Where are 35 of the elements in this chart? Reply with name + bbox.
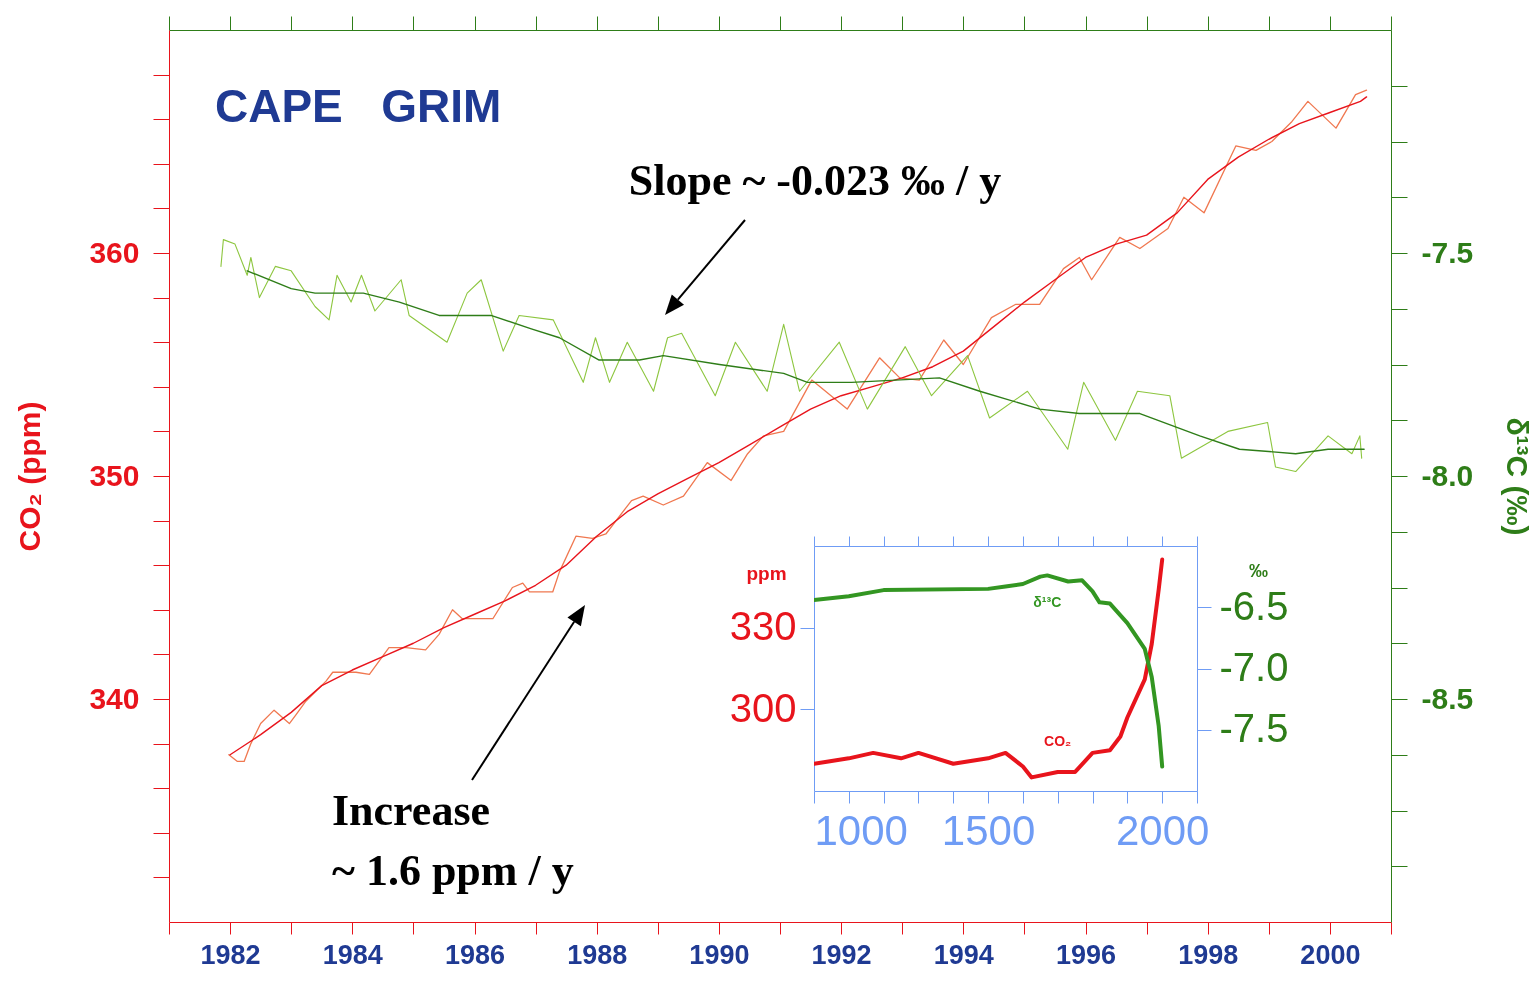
x-tick-label: 1996 (1055, 939, 1117, 970)
y-tick-label: 340 (89, 681, 140, 715)
y2-tick-label: -8.0 (1421, 458, 1474, 492)
y-tick-label: 350 (89, 458, 140, 492)
x-tick-label: 1998 (1178, 939, 1239, 970)
x-tick-label: 2000 (1300, 939, 1361, 970)
y2-axis-title: δ¹³C (‰) (1500, 417, 1534, 536)
y-axis-title: CO₂ (ppm) (12, 401, 46, 552)
y2-tick-label: -8.5 (1421, 681, 1474, 715)
x-tick-label: 1982 (200, 939, 261, 970)
y2-tick-label: -7.5 (1421, 235, 1474, 269)
x-tick-label: 1000 (814, 806, 908, 854)
y2-axis-title: ‰ (1249, 559, 1268, 581)
line-series (246, 270, 1365, 455)
text: CAPE GRIM (215, 80, 502, 132)
x-tick-label: 1984 (322, 939, 383, 970)
y2-tick-label: -6.5 (1219, 583, 1289, 628)
x-tick-label: 1988 (567, 939, 628, 970)
series-label: CO₂ (1044, 732, 1072, 749)
y-axis-title: ppm (746, 562, 787, 584)
y2-tick-label: -7.5 (1219, 706, 1289, 751)
y-tick-label: 330 (729, 604, 797, 649)
x-tick-label: 1986 (444, 939, 506, 970)
y2-tick-label: -7.0 (1219, 645, 1289, 689)
x-tick-label: 1994 (933, 939, 994, 970)
annotation: Increase ~ 1.6 ppm / y (332, 786, 574, 895)
x-tick-label: 1500 (941, 806, 1036, 854)
line-series (220, 239, 1363, 473)
y-tick-label: 360 (89, 235, 140, 269)
x-tick-label: 2000 (1115, 806, 1210, 854)
x-tick-label: 1992 (811, 939, 872, 970)
y-tick-label: 300 (729, 685, 797, 730)
x-tick-label: 1990 (689, 939, 750, 970)
series-label: δ¹³C (1033, 594, 1062, 611)
annotation: Slope ~ -0.023 ‰ / y (628, 156, 1002, 205)
